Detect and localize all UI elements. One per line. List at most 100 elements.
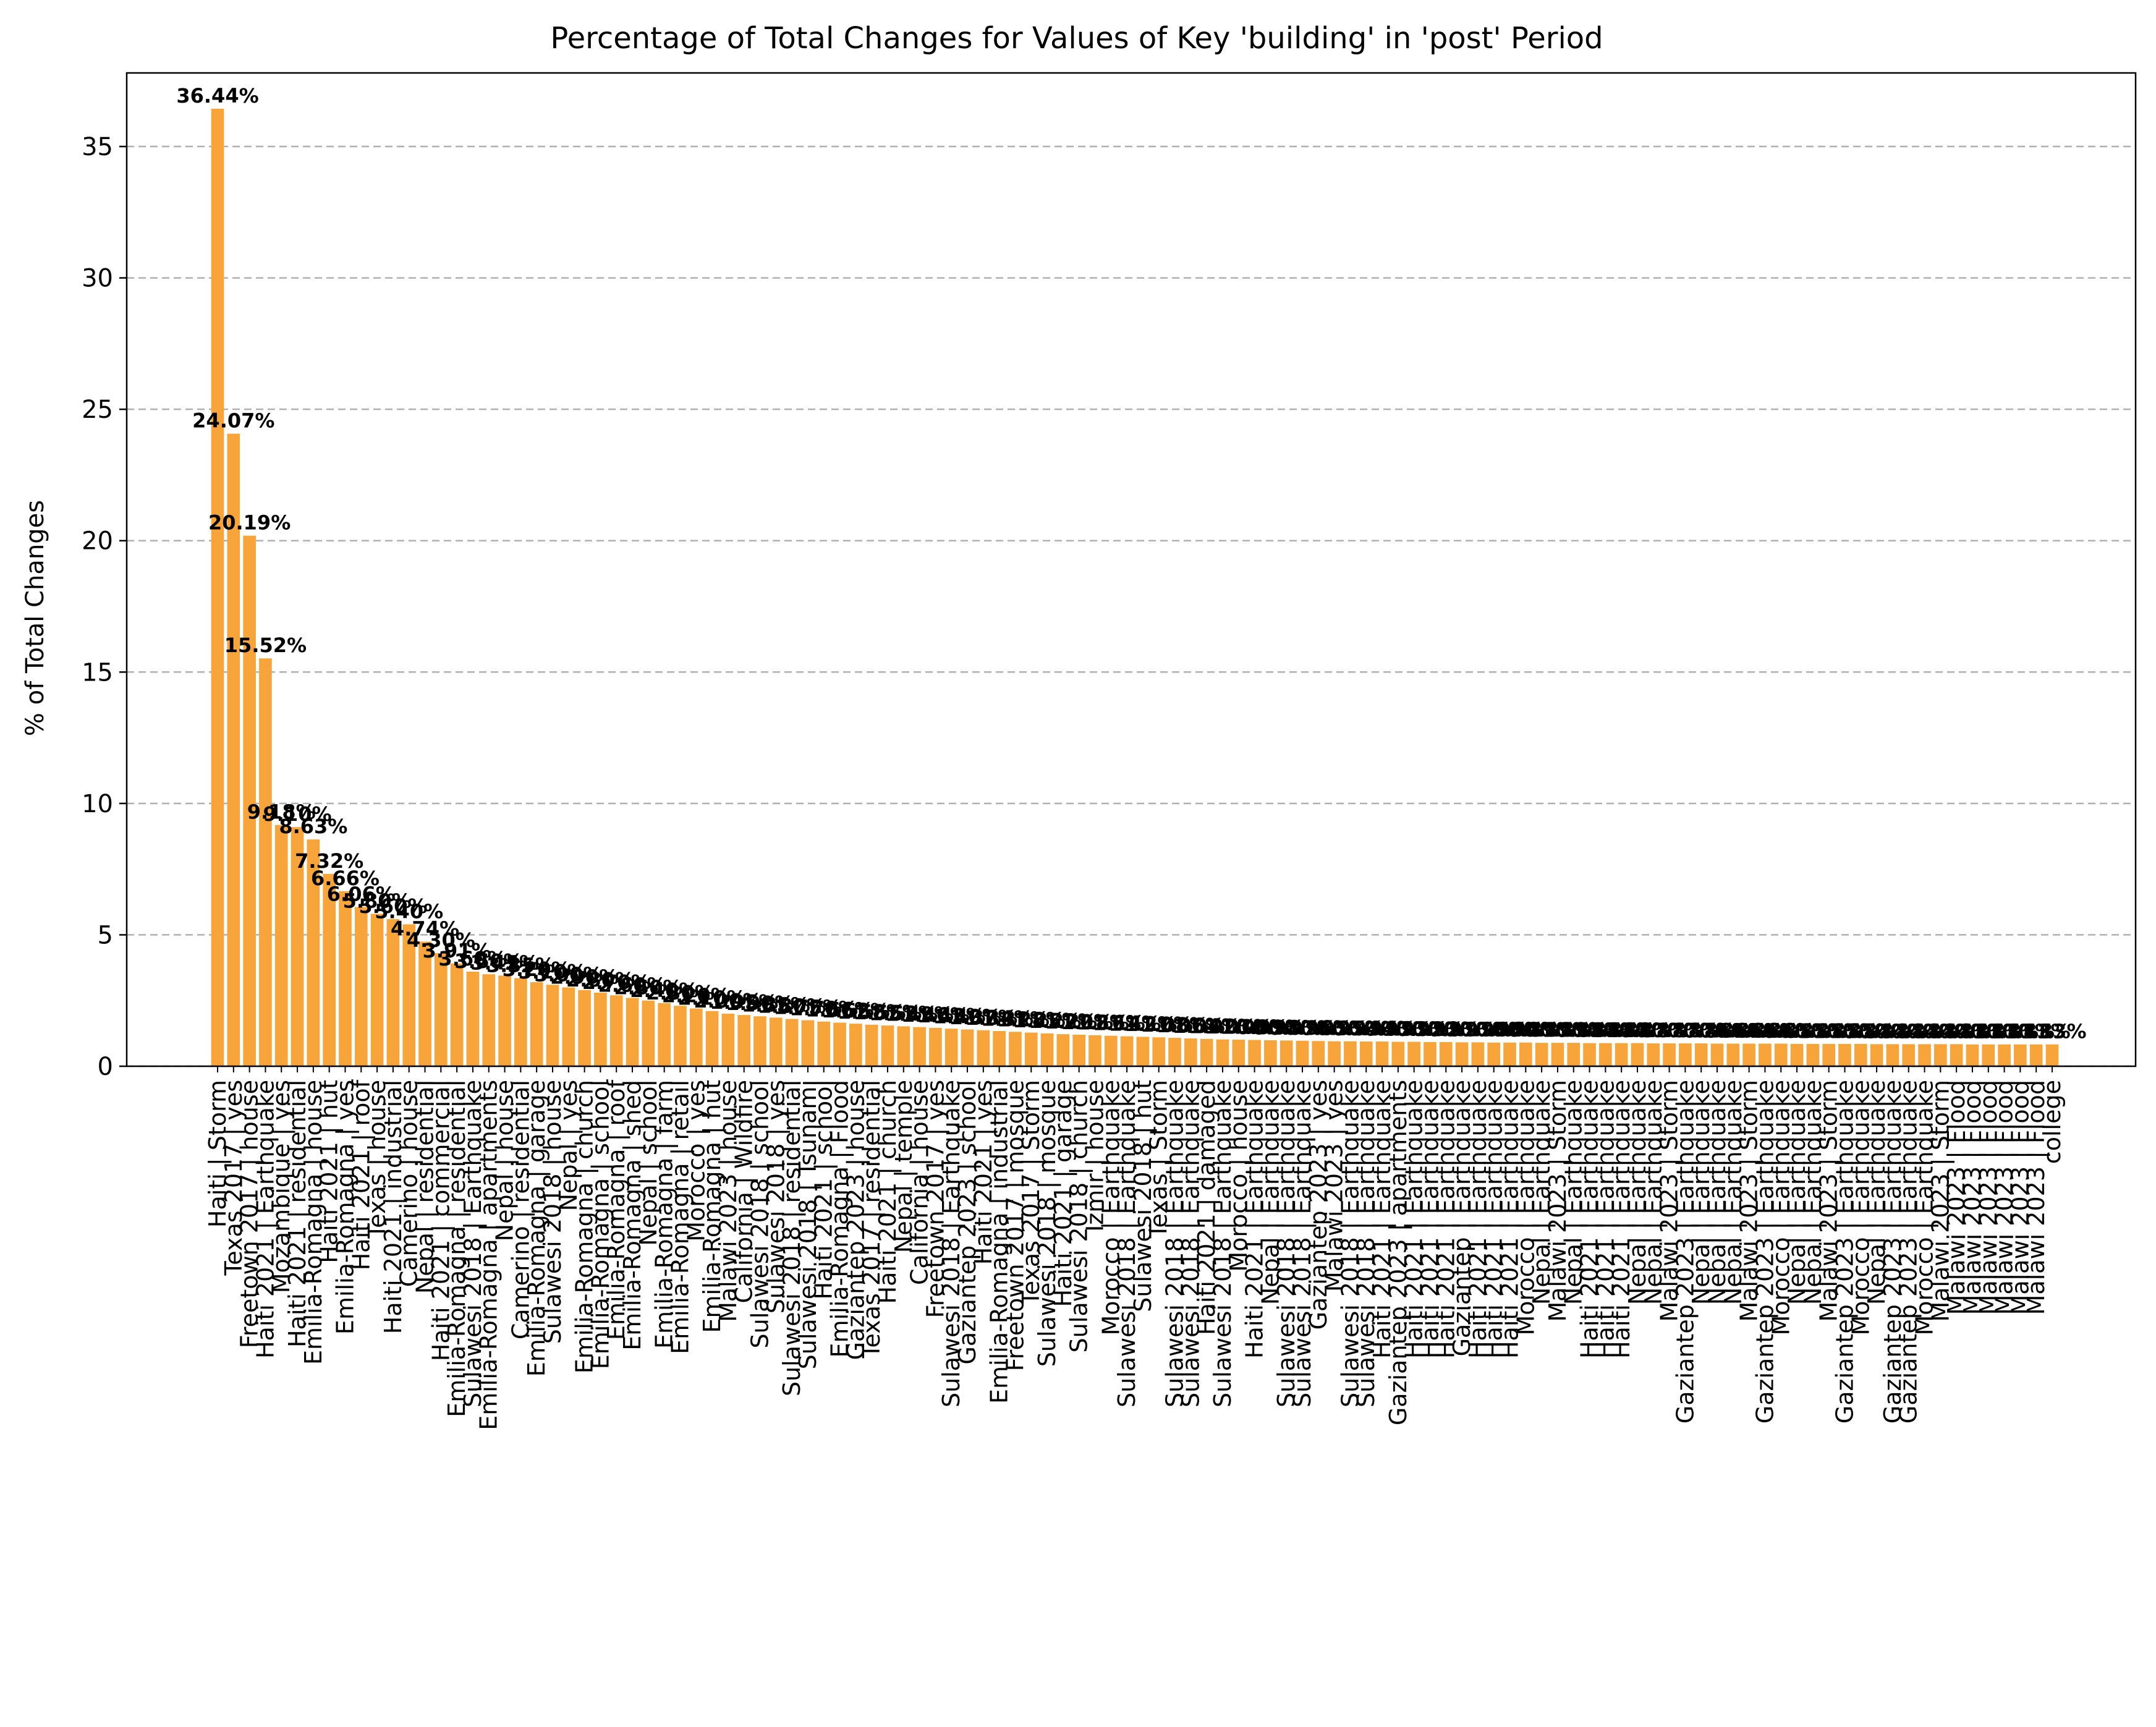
x-tick-label: Gaziantep 2023 | apartments bbox=[1385, 1080, 1412, 1425]
x-tick-label: Nepal | school bbox=[635, 1080, 663, 1246]
x-tick-label: Texas | Storm bbox=[1145, 1080, 1173, 1239]
bar-value-label: 0.96% bbox=[1284, 1016, 1352, 1040]
x-tick-label: Haiti 2021 | Earthquake bbox=[1480, 1080, 1508, 1359]
bar-value-label: 3.91% bbox=[423, 939, 491, 962]
bar-value-label: 1.12% bbox=[1108, 1012, 1177, 1035]
bar-value-label: 1.01% bbox=[1204, 1015, 1273, 1038]
bar bbox=[578, 990, 591, 1066]
x-tick-label: Haiti 2021 | hut bbox=[316, 1080, 344, 1263]
bar bbox=[2014, 1044, 2027, 1066]
x-tick-label: Freetown 2017 | house bbox=[236, 1080, 264, 1348]
x-tick-label: Texas 2017 | residential bbox=[858, 1080, 886, 1359]
x-tick-label: Freetown 2017 | mosque bbox=[1001, 1080, 1029, 1371]
bar-value-label: 2.30% bbox=[646, 981, 715, 1004]
x-tick-label: Gaziantep 2023 | house bbox=[842, 1080, 870, 1360]
x-tick-label: Emilia-Romagna | apartments bbox=[475, 1080, 503, 1430]
bar-value-label: 0.88% bbox=[1587, 1019, 1656, 1042]
chart-title: Percentage of Total Changes for Values o… bbox=[550, 21, 1603, 56]
bar-value-label: 0.84% bbox=[1874, 1019, 1943, 1043]
bar bbox=[1200, 1038, 1213, 1066]
bar-value-label: 1.08% bbox=[1140, 1013, 1209, 1037]
bar bbox=[977, 1030, 990, 1066]
x-tick-label: Haiti 2021 | damaged bbox=[1193, 1080, 1221, 1335]
bar-value-label: 1.14% bbox=[1093, 1012, 1161, 1035]
bar-value-label: 1.43% bbox=[917, 1004, 986, 1027]
bar bbox=[386, 919, 400, 1066]
bar bbox=[418, 941, 431, 1066]
bar bbox=[993, 1031, 1006, 1066]
x-tick-label: Izmir | house bbox=[1081, 1080, 1109, 1232]
bar-value-label: 0.87% bbox=[1635, 1019, 1704, 1042]
bar bbox=[1328, 1041, 1341, 1066]
x-tick-label: Sulawesi 2018 | Tsunami bbox=[794, 1080, 822, 1369]
x-tick-label: Sulawesi 2018 | Earthquake bbox=[938, 1080, 966, 1407]
bar bbox=[1168, 1038, 1181, 1066]
bar bbox=[1072, 1034, 1085, 1066]
bar-value-label: 1.04% bbox=[1173, 1014, 1241, 1038]
x-tick-label: Haiti 2021 | Earthquake bbox=[1592, 1080, 1619, 1359]
bar bbox=[1870, 1044, 1883, 1066]
y-ticks: 0 5 10 15 20 25 30 35 bbox=[82, 133, 127, 1081]
bar-value-label: 1.02% bbox=[1188, 1015, 1257, 1038]
bar bbox=[833, 1022, 846, 1066]
bar bbox=[626, 998, 639, 1066]
bar-value-label: 0.83% bbox=[1954, 1020, 2022, 1043]
bar-value-label: 0.85% bbox=[1778, 1019, 1847, 1043]
x-tick-label: Sulawesi 2018 | Earthquake bbox=[1113, 1080, 1141, 1407]
bar-value-label: 0.88% bbox=[1603, 1019, 1671, 1042]
x-tick-label: Mozambique | yes bbox=[268, 1080, 295, 1293]
x-tick-label: Nepal | Earthquake bbox=[1863, 1080, 1891, 1305]
bar-value-label: 0.83% bbox=[1938, 1020, 2006, 1043]
x-tick-label: Nepal | Earthquake bbox=[1687, 1080, 1715, 1305]
bar-value-label: 1.75% bbox=[773, 996, 842, 1019]
bar bbox=[1679, 1043, 1692, 1066]
bar-value-label: 1.52% bbox=[869, 1001, 938, 1025]
bar-value-label: 2.00% bbox=[694, 989, 762, 1012]
y-tick-label: 5 bbox=[98, 921, 113, 949]
bar-value-label: 0.87% bbox=[1667, 1019, 1736, 1042]
bar bbox=[562, 987, 575, 1066]
bar-value-label: 1.95% bbox=[710, 990, 778, 1014]
bar bbox=[1424, 1042, 1437, 1066]
x-tick-label: Malawi 2023 | Storm bbox=[1815, 1080, 1843, 1322]
x-tick-label: Malawi 2023 | house bbox=[715, 1080, 742, 1322]
bar bbox=[1344, 1041, 1357, 1066]
x-tick-label: Emilia-Romagna | Flood bbox=[826, 1080, 854, 1357]
bar-value-label: 0.89% bbox=[1508, 1018, 1576, 1042]
bar bbox=[944, 1029, 958, 1066]
x-tick-label: Morocco | Earthquake bbox=[1512, 1080, 1540, 1336]
bar bbox=[1009, 1032, 1022, 1066]
bar-value-label: 1.18% bbox=[1061, 1011, 1129, 1034]
bar-value-label: 0.84% bbox=[1890, 1019, 1959, 1043]
bar-value-label: 0.94% bbox=[1332, 1017, 1401, 1040]
bar bbox=[1551, 1043, 1564, 1066]
bar bbox=[705, 1011, 719, 1066]
bar bbox=[227, 433, 240, 1066]
bar bbox=[1647, 1043, 1660, 1066]
bar-value-label: 0.88% bbox=[1571, 1019, 1640, 1042]
bar-value-label: 9.10% bbox=[263, 802, 332, 826]
plot-frame bbox=[125, 72, 2137, 1067]
bar bbox=[1216, 1039, 1229, 1066]
bar-value-label: 1.49% bbox=[885, 1003, 954, 1026]
bar bbox=[1902, 1044, 1916, 1066]
bar-value-label: 0.88% bbox=[1555, 1019, 1624, 1042]
bar bbox=[274, 825, 288, 1066]
x-tick-label: Malawi 2023 | Flood bbox=[2006, 1080, 2034, 1315]
x-tick-label: Nepal | yes bbox=[555, 1080, 583, 1211]
bar-value-label: 2.10% bbox=[678, 987, 747, 1010]
x-tick-label: Gaziantep 2023 | Earthquake bbox=[1831, 1080, 1859, 1424]
bar bbox=[1710, 1043, 1724, 1066]
bar bbox=[897, 1026, 910, 1066]
bar bbox=[1312, 1041, 1325, 1066]
bar bbox=[434, 953, 448, 1066]
bar bbox=[721, 1013, 735, 1066]
bar-value-label: 0.87% bbox=[1651, 1019, 1720, 1042]
bar-value-label: 0.91% bbox=[1443, 1017, 1512, 1041]
x-tick-label: Sulawesi 2018 | house bbox=[539, 1080, 567, 1344]
bar bbox=[1759, 1043, 1772, 1066]
bar-value-label: 0.86% bbox=[1699, 1019, 1767, 1042]
bar bbox=[658, 1003, 671, 1066]
bar bbox=[1742, 1043, 1755, 1066]
x-tick-label: Malawi 2023 | Flood bbox=[2022, 1080, 2050, 1315]
